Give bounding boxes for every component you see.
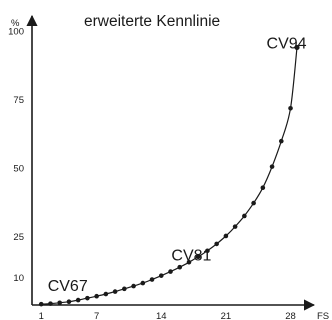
data-point — [85, 295, 90, 301]
data-point — [131, 283, 136, 289]
data-point — [149, 277, 155, 282]
data-point — [260, 185, 266, 191]
data-point — [214, 241, 219, 247]
data-point — [112, 289, 118, 294]
y-tick-label: 10 — [13, 273, 24, 284]
data-point — [242, 213, 247, 219]
data-point — [288, 105, 293, 111]
data-point — [122, 286, 127, 292]
data-point — [195, 254, 201, 260]
data-point — [48, 301, 53, 306]
data-point — [269, 164, 275, 169]
data-point — [158, 273, 164, 278]
y-tick-label: 75 — [13, 95, 24, 106]
data-point-endpoint — [294, 44, 300, 51]
data-point — [232, 224, 238, 229]
curve-annotations: CV67 CV81 CV94 — [48, 35, 307, 294]
data-point — [177, 264, 183, 270]
data-point — [75, 297, 81, 303]
data-point — [94, 293, 99, 299]
data-point — [251, 200, 256, 206]
x-tick-label: 28 — [285, 311, 296, 320]
annotation-cv81: CV81 — [171, 248, 211, 265]
data-point — [103, 291, 109, 297]
y-tick-label: 25 — [13, 232, 24, 243]
data-point — [140, 280, 146, 286]
series-line — [41, 47, 298, 305]
x-tick-label: 21 — [221, 311, 232, 320]
chart-title: erweiterte Kennlinie — [84, 13, 220, 30]
x-axis-label: FS — [317, 311, 329, 320]
data-point — [168, 269, 173, 274]
data-point — [223, 233, 229, 239]
annotation-cv67: CV67 — [48, 278, 88, 295]
x-tick-label: 14 — [156, 311, 167, 320]
y-tick-label: 100 — [8, 27, 24, 38]
data-point — [205, 248, 210, 254]
data-point — [38, 301, 44, 307]
series-markers — [38, 44, 300, 307]
y-tick-label: 50 — [13, 164, 24, 175]
data-point — [57, 300, 62, 306]
y-axis-label: % — [11, 18, 20, 29]
data-point — [66, 299, 72, 305]
annotation-cv94: CV94 — [267, 35, 307, 52]
data-point — [186, 259, 192, 265]
x-tick-label: 1 — [39, 311, 44, 320]
y-tick-labels: 10 25 50 75 100 — [8, 27, 24, 285]
x-tick-labels: 1 7 14 21 28 — [39, 311, 296, 320]
x-tick-label: 7 — [94, 311, 99, 320]
data-point — [279, 138, 284, 144]
